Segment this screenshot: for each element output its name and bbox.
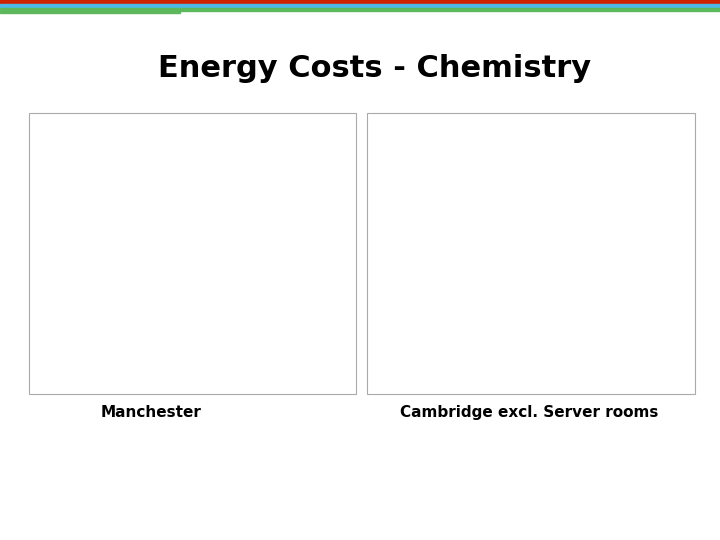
Wedge shape (165, 170, 191, 254)
Text: Energy Costs - Chemistry: Energy Costs - Chemistry (158, 54, 592, 83)
Text: Cambridge excl. Server rooms: Cambridge excl. Server rooms (400, 405, 658, 420)
Wedge shape (451, 254, 529, 312)
Text: Central
services
0%: Central services 0% (138, 141, 175, 171)
Text: Equipment &
small power
31%: Equipment & small power 31% (387, 182, 446, 212)
Wedge shape (107, 228, 191, 275)
Text: Lighting
9%: Lighting 9% (55, 241, 91, 260)
Text: Ventilation-
related
59%: Ventilation- related 59% (287, 267, 338, 296)
Wedge shape (445, 170, 529, 285)
Wedge shape (508, 170, 613, 338)
Text: Manchester: Manchester (101, 405, 202, 420)
Text: Space
heating
12%: Space heating 12% (76, 298, 110, 327)
Text: Small
Power
15%: Small Power 15% (94, 168, 120, 198)
Wedge shape (109, 254, 191, 325)
Wedge shape (145, 170, 275, 338)
Text: Lighting
6%: Lighting 6% (407, 298, 444, 318)
Wedge shape (468, 254, 529, 335)
Text: Ventilation-
related
54%: Ventilation- related 54% (629, 252, 681, 281)
Text: Space heating
9%: Space heating 9% (413, 331, 478, 350)
Wedge shape (111, 174, 191, 254)
